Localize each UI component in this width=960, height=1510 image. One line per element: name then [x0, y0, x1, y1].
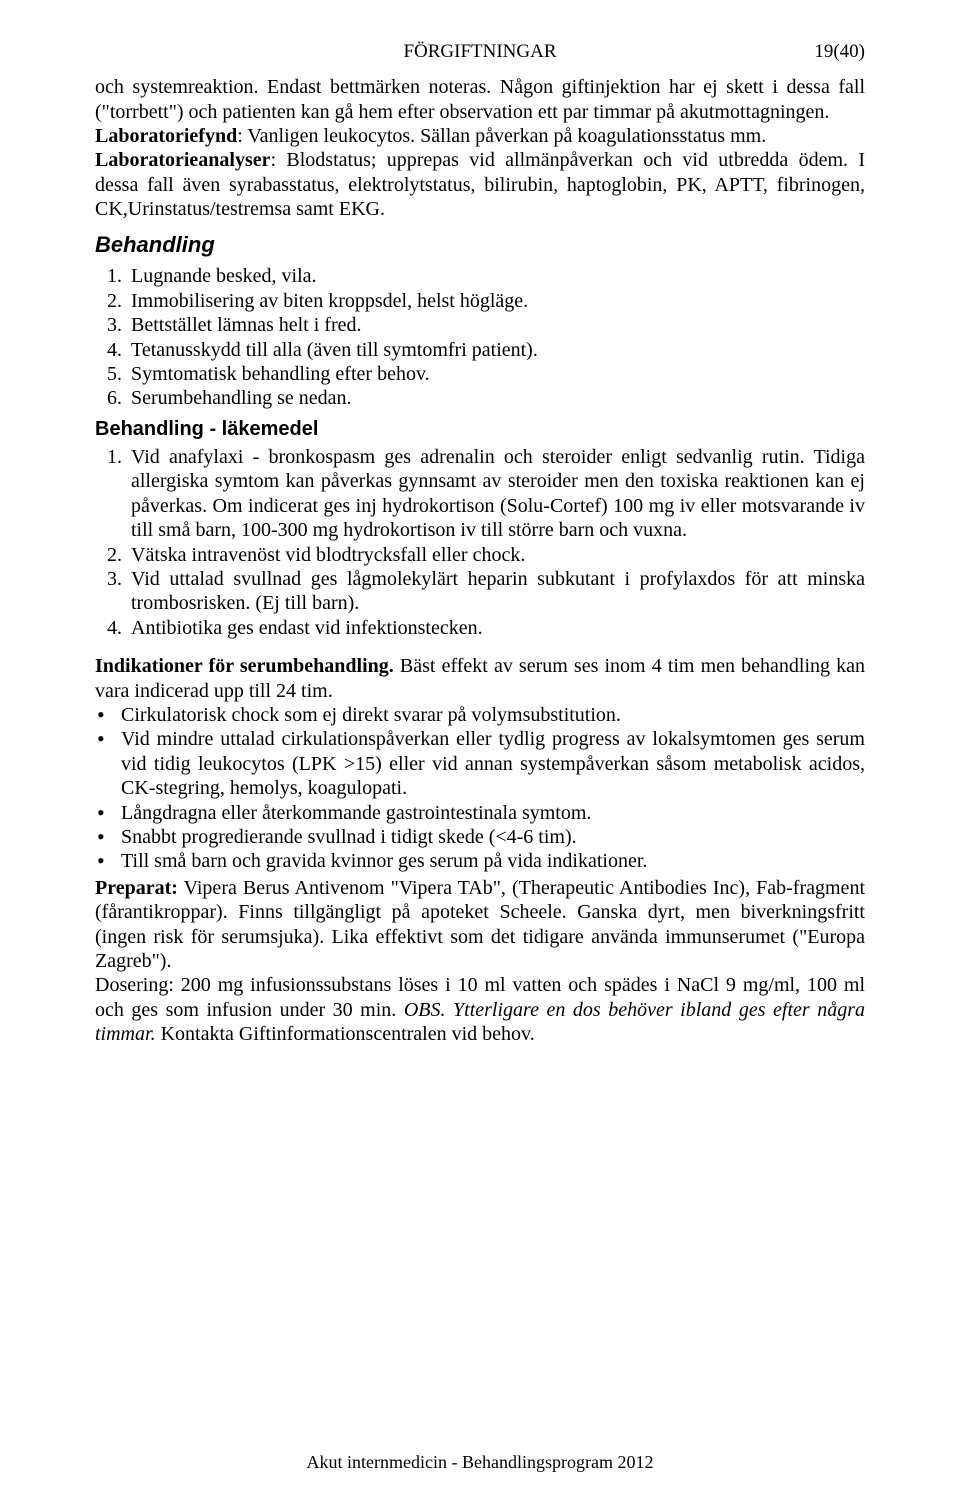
preparat-label: Preparat:	[95, 877, 178, 899]
preparat-text: Vipera Berus Antivenom "Vipera TAb", (Th…	[95, 877, 865, 972]
page-header: FÖRGIFTNINGAR 19(40)	[95, 40, 865, 63]
list-item: Snabbt progredierande svullnad i tidigt …	[95, 825, 865, 849]
behandling-list: Lugnande besked, vila. Immobilisering av…	[95, 264, 865, 410]
list-item: Långdragna eller återkommande gastrointe…	[95, 801, 865, 825]
page-number: 19(40)	[814, 40, 865, 63]
list-item: Bettstället lämnas helt i fred.	[127, 313, 865, 337]
dosering-text-b: Kontakta Giftinformationscentralen vid b…	[156, 1023, 535, 1045]
lakemedel-list: Vid anafylaxi - bronkospasm ges adrenali…	[95, 445, 865, 640]
serum-intro: Indikationer för serumbehandling. Bäst e…	[95, 654, 865, 703]
list-item: Tetanusskydd till alla (även till symtom…	[127, 338, 865, 362]
preparat-paragraph: Preparat: Vipera Berus Antivenom "Vipera…	[95, 876, 865, 974]
lab-analyses-label: Laboratorieanalyser	[95, 149, 271, 171]
header-title: FÖRGIFTNINGAR	[403, 40, 556, 63]
list-item: Till små barn och gravida kvinnor ges se…	[95, 849, 865, 873]
lab-findings-label: Laboratoriefynd	[95, 125, 237, 147]
list-item: Vätska intravenöst vid blodtrycksfall el…	[127, 543, 865, 567]
document-page: FÖRGIFTNINGAR 19(40) och systemreaktion.…	[0, 0, 960, 1510]
lab-analyses: Laboratorieanalyser: Blodstatus; upprepa…	[95, 148, 865, 221]
list-item: Vid uttalad svullnad ges lågmolekylärt h…	[127, 567, 865, 616]
list-item: Cirkulatorisk chock som ej direkt svarar…	[95, 703, 865, 727]
lab-findings: Laboratoriefynd: Vanligen leukocytos. Sä…	[95, 124, 865, 148]
list-item: Vid anafylaxi - bronkospasm ges adrenali…	[127, 445, 865, 543]
list-item: Antibiotika ges endast vid infektionstec…	[127, 616, 865, 640]
serum-bullets: Cirkulatorisk chock som ej direkt svarar…	[95, 703, 865, 874]
behandling-heading: Behandling	[95, 232, 865, 259]
dosering-paragraph: Dosering: 200 mg infusionssubstans löses…	[95, 973, 865, 1046]
list-item: Lugnande besked, vila.	[127, 264, 865, 288]
list-item: Immobilisering av biten kroppsdel, helst…	[127, 289, 865, 313]
lab-findings-text: : Vanligen leukocytos. Sällan påverkan p…	[237, 125, 766, 147]
list-item: Vid mindre uttalad cirkulationspåverkan …	[95, 727, 865, 800]
lakemedel-heading: Behandling - läkemedel	[95, 417, 865, 441]
serum-intro-label: Indikationer för serumbehandling.	[95, 655, 394, 677]
page-footer: Akut internmedicin - Behandlingsprogram …	[0, 1452, 960, 1474]
list-item: Serumbehandling se nedan.	[127, 386, 865, 410]
intro-paragraph-1: och systemreaktion. Endast bettmärken no…	[95, 75, 865, 124]
list-item: Symtomatisk behandling efter behov.	[127, 362, 865, 386]
